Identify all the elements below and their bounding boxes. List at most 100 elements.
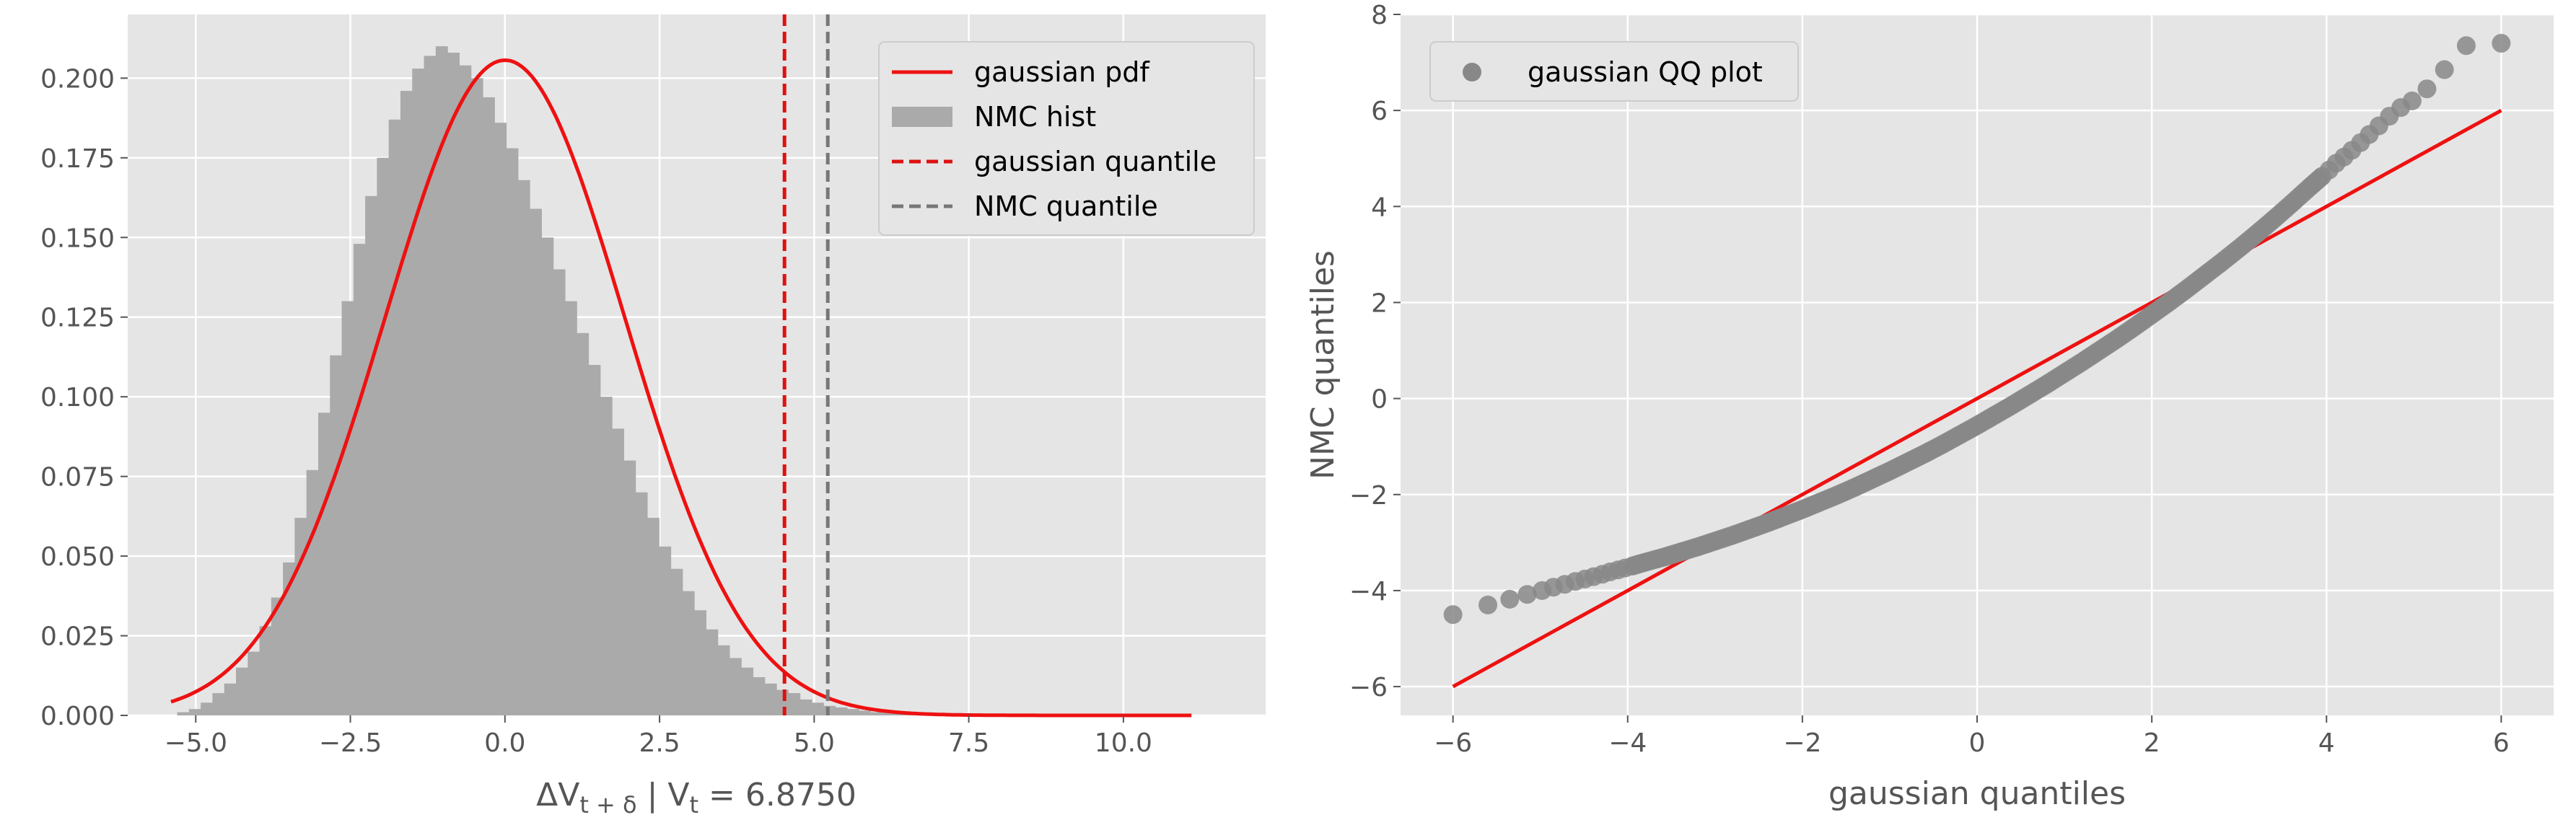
histogram-bar <box>612 428 624 715</box>
y-tick-label: 0.000 <box>40 702 115 731</box>
histogram-bar <box>577 332 590 715</box>
x-tick-label: −2 <box>1783 728 1821 758</box>
x-tick-label: 4 <box>2318 728 2335 758</box>
legend-label-nmc-hist: NMC hist <box>974 101 1096 133</box>
histogram-bar <box>177 712 190 715</box>
qq-point <box>1478 595 1498 614</box>
histogram-bar <box>682 591 695 715</box>
x-tick-label: 0.0 <box>484 728 525 758</box>
legend-label-gaussian-pdf: gaussian pdf <box>974 56 1150 88</box>
histogram-bar <box>506 148 519 716</box>
histogram-bar <box>201 702 214 715</box>
histogram-bar <box>741 667 754 715</box>
qq-plot-panel: −6 −4 −2 0 2 4 6 −6 −4 −2 0 2 4 6 8 gaussian quantile… <box>1305 1 2554 812</box>
y-tick-label: −6 <box>1349 673 1388 702</box>
histogram-bar <box>317 413 330 715</box>
histogram-bar <box>776 689 789 715</box>
y-tick-label: 0 <box>1371 385 1388 415</box>
x-tick-label: 2 <box>2144 728 2160 758</box>
histogram-bar <box>330 355 343 715</box>
histogram-bar <box>341 301 354 715</box>
histogram-bar <box>494 123 507 715</box>
y-tick-label: −4 <box>1349 577 1388 607</box>
legend-label-qq-plot: gaussian QQ plot <box>1528 56 1763 88</box>
legend-swatch-nmc-hist <box>892 107 952 127</box>
histogram-bar <box>212 693 225 715</box>
y-tick-label: 0.125 <box>40 304 115 333</box>
histogram-bar <box>235 667 248 715</box>
y-tick-label: 8 <box>1371 1 1388 30</box>
histogram-bar <box>893 713 906 715</box>
histogram-bar <box>435 46 448 715</box>
y-tick-label: 0.175 <box>40 144 115 174</box>
histogram-bar <box>283 562 296 715</box>
histogram-bar <box>424 56 437 716</box>
qq-point <box>2417 79 2437 99</box>
histogram-bar <box>764 683 777 715</box>
qq-point <box>1517 585 1537 604</box>
histogram-bar <box>553 269 566 715</box>
histogram-bar <box>670 568 683 715</box>
y-tick-label: 2 <box>1371 288 1388 318</box>
histogram-bar <box>530 208 542 715</box>
y-tick-label: 0.025 <box>40 622 115 652</box>
histogram-bar <box>259 626 272 715</box>
histogram-bar <box>870 712 883 715</box>
histogram-bar <box>694 610 706 715</box>
histogram-bar <box>470 78 483 715</box>
x-tick-label: 6 <box>2493 728 2510 758</box>
x-tick-label: 0 <box>1969 728 1986 758</box>
histogram-bar <box>564 301 577 715</box>
qq-x-axis-title: gaussian quantiles <box>1828 775 2126 812</box>
histogram-bar <box>482 97 495 715</box>
y-tick-label: 4 <box>1371 193 1388 222</box>
x-tick-label: −4 <box>1608 728 1647 758</box>
histogram-bar <box>517 180 530 715</box>
legend-label-gaussian-quantile: gaussian quantile <box>974 146 1217 177</box>
histogram-bar <box>588 365 601 715</box>
histogram-bar <box>388 119 401 716</box>
qq-point <box>2402 91 2422 110</box>
y-tick-label: −2 <box>1349 481 1388 511</box>
y-tick-label: 0.200 <box>40 64 115 94</box>
histogram-bar <box>447 53 460 715</box>
histogram-x-axis-title: ΔVt + δ | Vt = 6.8750 <box>536 777 857 819</box>
histogram-bar <box>729 658 742 715</box>
histogram-bar <box>600 397 613 715</box>
legend-swatch-qq-points <box>1463 63 1481 81</box>
histogram-bar <box>365 195 377 715</box>
legend-box <box>878 41 1255 236</box>
x-tick-label: 7.5 <box>948 728 989 758</box>
histogram-bar <box>412 69 425 716</box>
y-tick-label: 0.150 <box>40 224 115 253</box>
x-tick-label: −2.5 <box>319 728 382 758</box>
y-tick-label: 0.050 <box>40 542 115 572</box>
y-tick-label: 0.100 <box>40 383 115 413</box>
histogram-bar <box>541 237 554 716</box>
x-tick-label: −5.0 <box>165 728 227 758</box>
qq-point <box>2435 60 2454 79</box>
qq-legend: gaussian QQ plot <box>1429 41 1799 102</box>
histogram-bar <box>706 629 719 715</box>
qq-y-axis-title: NMC quantiles <box>1305 250 1341 480</box>
gaussian-pdf-curve <box>170 58 1192 718</box>
histogram-bar <box>459 65 472 715</box>
histogram-bar <box>635 492 648 715</box>
histogram-bar <box>353 244 366 715</box>
histogram-bar <box>271 597 284 715</box>
histogram-bar <box>623 460 636 715</box>
histogram-bar <box>647 518 660 715</box>
histogram-bar <box>247 651 260 715</box>
histogram-bar <box>306 469 319 715</box>
histogram-bar <box>224 683 237 715</box>
qq-point <box>2492 33 2511 53</box>
histogram-bar <box>846 709 859 715</box>
y-tick-label: 6 <box>1371 97 1388 126</box>
histogram-bar <box>753 676 766 715</box>
x-tick-label: 2.5 <box>639 728 680 758</box>
x-tick-label: 5.0 <box>794 728 835 758</box>
histogram-bar <box>188 709 201 715</box>
qq-point <box>2456 36 2476 56</box>
qq-reference-line <box>1452 108 2502 689</box>
